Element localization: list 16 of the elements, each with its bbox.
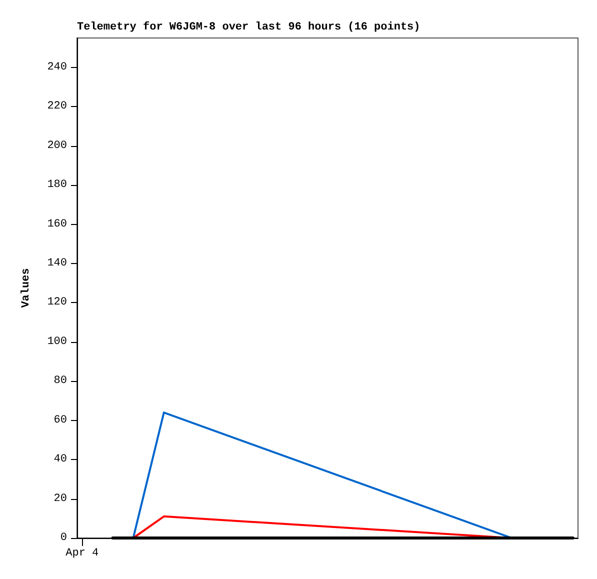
y-tick-label: 220 — [47, 100, 67, 113]
y-tick-label: 100 — [47, 336, 67, 348]
y-tick-label: 140 — [47, 257, 67, 270]
y-tick-label: 60 — [54, 414, 67, 426]
y-tick-label: 200 — [47, 140, 67, 152]
y-tick-label: 120 — [47, 296, 67, 309]
y-tick-label: 0 — [60, 532, 67, 544]
y-tick-label: 80 — [54, 375, 67, 388]
y-tick-label: 40 — [54, 454, 67, 466]
y-axis-title: Values — [20, 268, 32, 308]
y-tick-label: 180 — [47, 179, 67, 192]
y-tick-label: 20 — [54, 492, 67, 505]
y-tick-label: 240 — [47, 61, 67, 74]
x-tick-label: Apr 4 — [66, 548, 100, 560]
y-tick-label: 160 — [47, 218, 67, 230]
chart-title: Telemetry for W6JGM-8 over last 96 hours (16 points) — [77, 20, 420, 34]
